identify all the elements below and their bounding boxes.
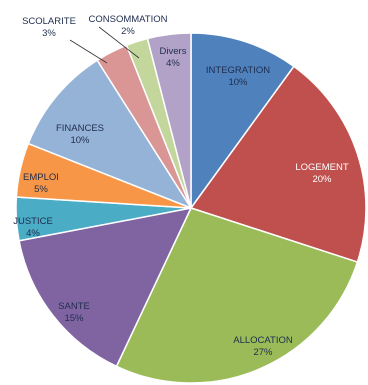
pie-labels: INTEGRATION 10% LOGEMENT 20% ALLOCATION 27% SA…: [13, 14, 349, 358]
data-label-justice: JUSTICE 4%: [13, 216, 53, 239]
leader-line-scolarite: [69, 39, 108, 64]
data-label-consommation: CONSOMMATION 2%: [89, 14, 168, 37]
data-label-allocation: ALLOCATION 27%: [233, 335, 293, 358]
pie-slice-finances: [27, 59, 193, 210]
data-label-logement: LOGEMENT 20%: [295, 162, 349, 185]
pie-slice-logement: [189, 65, 367, 264]
pie-slice-integration: [190, 32, 295, 211]
data-label-scolarite: SCOLARITE 3%: [22, 16, 76, 39]
pie-slices: [15, 32, 367, 384]
pie-slice-sante: [18, 206, 193, 368]
data-label-finances: FINANCES 10%: [56, 123, 104, 146]
data-label-emploi: EMPLOI 5%: [23, 172, 59, 195]
data-label-sante: SANTE 15%: [58, 301, 90, 324]
leader-line-consommation: [98, 26, 140, 59]
pie-slice-divers: [146, 32, 192, 209]
pie-slice-allocation: [115, 207, 359, 384]
data-label-integration: INTEGRATION 10%: [206, 65, 270, 88]
data-label-divers: Divers 4%: [160, 46, 187, 69]
